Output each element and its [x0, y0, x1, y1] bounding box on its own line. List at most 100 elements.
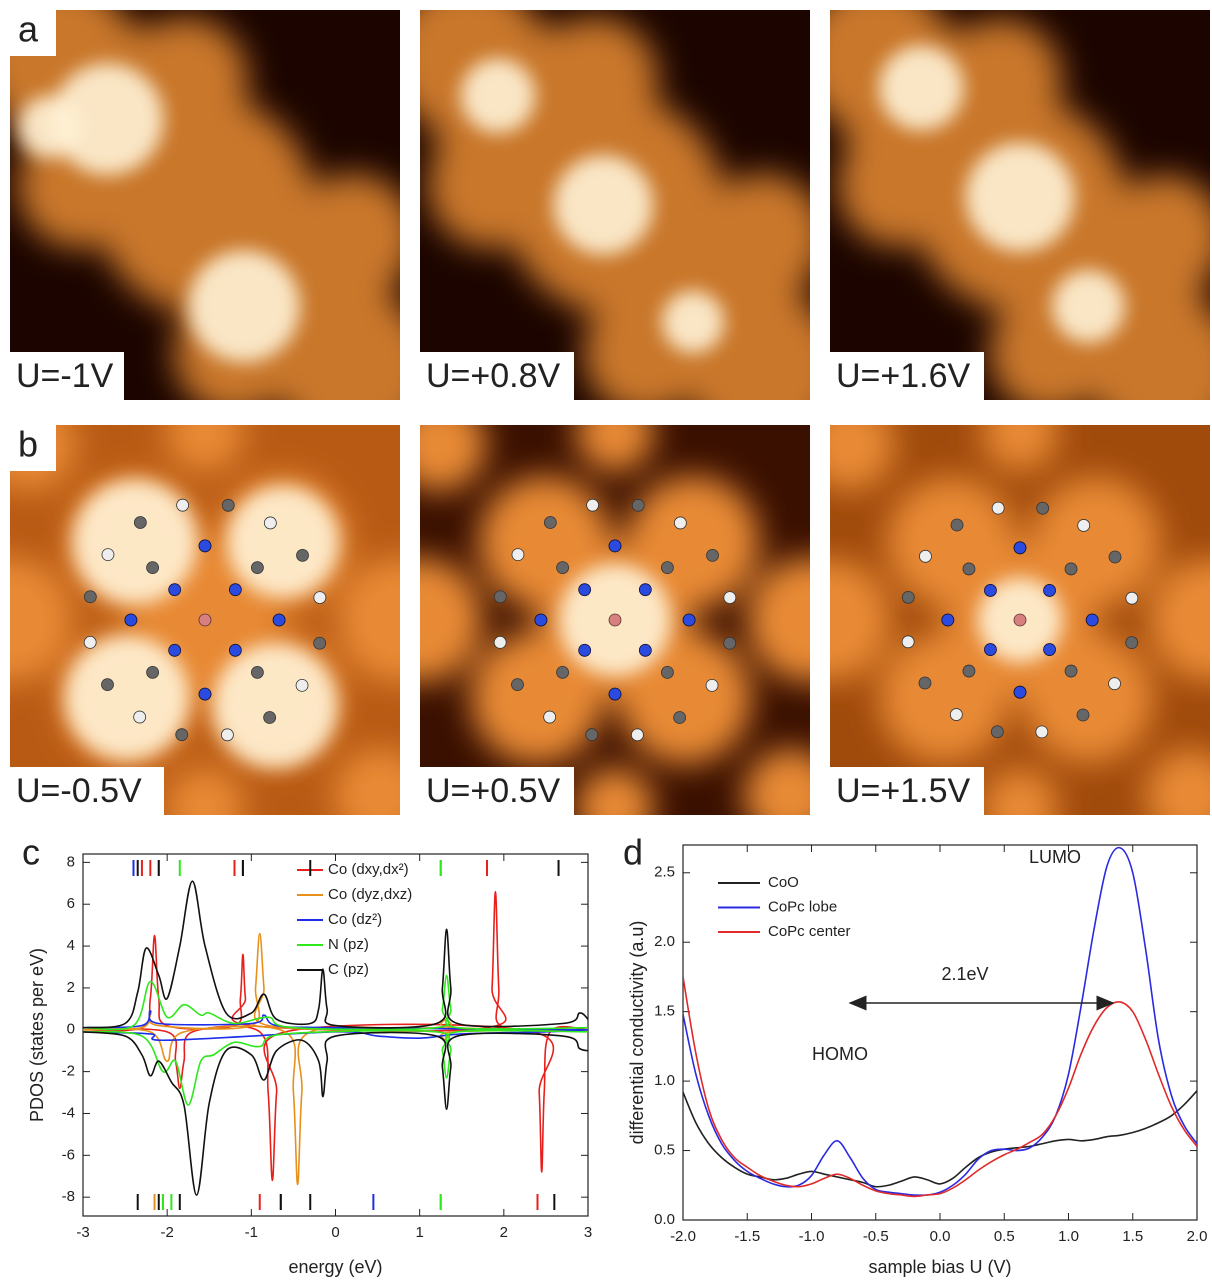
atom	[169, 644, 181, 656]
atom	[511, 679, 523, 691]
x-axis-label: energy (eV)	[288, 1257, 382, 1277]
atom	[134, 711, 146, 723]
atom	[902, 591, 914, 603]
chart: -2.0-1.5-1.0-0.50.00.51.01.52.00.00.51.0…	[623, 832, 1207, 1277]
x-tick-label: -1.0	[799, 1228, 825, 1245]
x-tick-label: 2	[500, 1224, 508, 1241]
atom	[942, 614, 954, 626]
data-line	[83, 1032, 588, 1195]
blob	[576, 394, 654, 472]
y-tick-label: 2.5	[654, 864, 675, 881]
legend-label: Co (dxy,dx²)	[328, 861, 409, 878]
highlight	[662, 291, 724, 353]
atom	[314, 637, 326, 649]
atom	[587, 499, 599, 511]
atom	[609, 540, 621, 552]
y-tick-label: -8	[62, 1188, 75, 1205]
blob	[838, 125, 960, 247]
annotation: LUMO	[1029, 847, 1081, 867]
atom	[221, 729, 233, 741]
atom	[494, 591, 506, 603]
plot-frame	[83, 854, 588, 1216]
atom	[1014, 542, 1026, 554]
voltage-label: U=+1.5V	[836, 772, 971, 810]
atom	[199, 540, 211, 552]
x-tick-label: 0.5	[994, 1228, 1015, 1245]
x-tick-label: -1	[245, 1224, 258, 1241]
atom	[683, 614, 695, 626]
y-tick-label: -4	[62, 1104, 75, 1121]
atom	[919, 550, 931, 562]
figure: U=-1VU=+0.8VU=+1.6VaU=-0.5VU=+0.5VU=+1.5…	[0, 0, 1212, 1281]
y-tick-label: 1.5	[654, 1003, 675, 1020]
atom	[963, 665, 975, 677]
highlight	[1052, 270, 1125, 343]
voltage-label: U=+0.8V	[426, 357, 561, 395]
y-tick-label: 4	[67, 937, 75, 954]
atom	[557, 562, 569, 574]
atom	[661, 666, 673, 678]
voltage-label: U=+0.5V	[426, 772, 561, 810]
blob	[982, 395, 1058, 471]
atom	[724, 592, 736, 604]
x-tick-label: -2.0	[670, 1228, 696, 1245]
atom	[1109, 678, 1121, 690]
blob	[166, 394, 244, 472]
atom	[984, 584, 996, 596]
atom	[84, 591, 96, 603]
atom	[1126, 592, 1138, 604]
blob	[701, 174, 826, 299]
atom	[84, 636, 96, 648]
atom	[992, 502, 1004, 514]
y-tick-label: -2	[62, 1063, 75, 1080]
atom	[1044, 644, 1056, 656]
atom	[586, 729, 598, 741]
atom	[199, 614, 211, 626]
x-tick-label: 3	[584, 1224, 592, 1241]
x-tick-label: 2.0	[1187, 1228, 1208, 1245]
y-tick-label: 0.0	[654, 1211, 675, 1228]
atom	[557, 666, 569, 678]
voltage-label: U=+1.6V	[836, 357, 971, 395]
atom	[674, 517, 686, 529]
highlight	[18, 96, 80, 158]
panel-label: d	[623, 832, 643, 873]
legend-label: N (pz)	[328, 936, 369, 953]
x-tick-label: -3	[76, 1224, 89, 1241]
atom	[991, 726, 1003, 738]
highlight	[879, 45, 964, 130]
x-tick-label: 0	[331, 1224, 339, 1241]
atom	[1037, 502, 1049, 514]
data-line	[83, 1026, 588, 1185]
x-tick-label: -1.5	[734, 1228, 760, 1245]
voltage-label: U=-1V	[16, 357, 114, 395]
atom	[1014, 614, 1026, 626]
data-line	[683, 848, 1197, 1196]
x-tick-label: 1	[415, 1224, 423, 1241]
legend-label: CoPc center	[768, 923, 851, 940]
atom	[639, 584, 651, 596]
atom	[1109, 551, 1121, 563]
blob	[744, 749, 838, 843]
atom	[1065, 665, 1077, 677]
y-tick-label: 1.0	[654, 1072, 675, 1089]
atom	[177, 499, 189, 511]
atom	[609, 688, 621, 700]
highlight	[227, 486, 339, 598]
x-tick-label: 0.0	[930, 1228, 951, 1245]
atom	[102, 549, 114, 561]
x-axis-label: sample bias U (V)	[868, 1257, 1011, 1277]
stm-images: U=-1VU=+0.8VU=+1.6VaU=-0.5VU=+0.5VU=+1.5…	[0, 0, 1212, 846]
x-tick-label: -2	[160, 1224, 173, 1241]
atom	[273, 614, 285, 626]
highlight	[213, 643, 338, 768]
atom	[674, 712, 686, 724]
data-line	[83, 1024, 588, 1180]
atom	[609, 614, 621, 626]
legend-label: C (pz)	[328, 961, 369, 978]
atom	[264, 712, 276, 724]
y-axis-label: differential conductivity (a.u)	[627, 921, 647, 1145]
atom	[707, 549, 719, 561]
atom	[1126, 637, 1138, 649]
